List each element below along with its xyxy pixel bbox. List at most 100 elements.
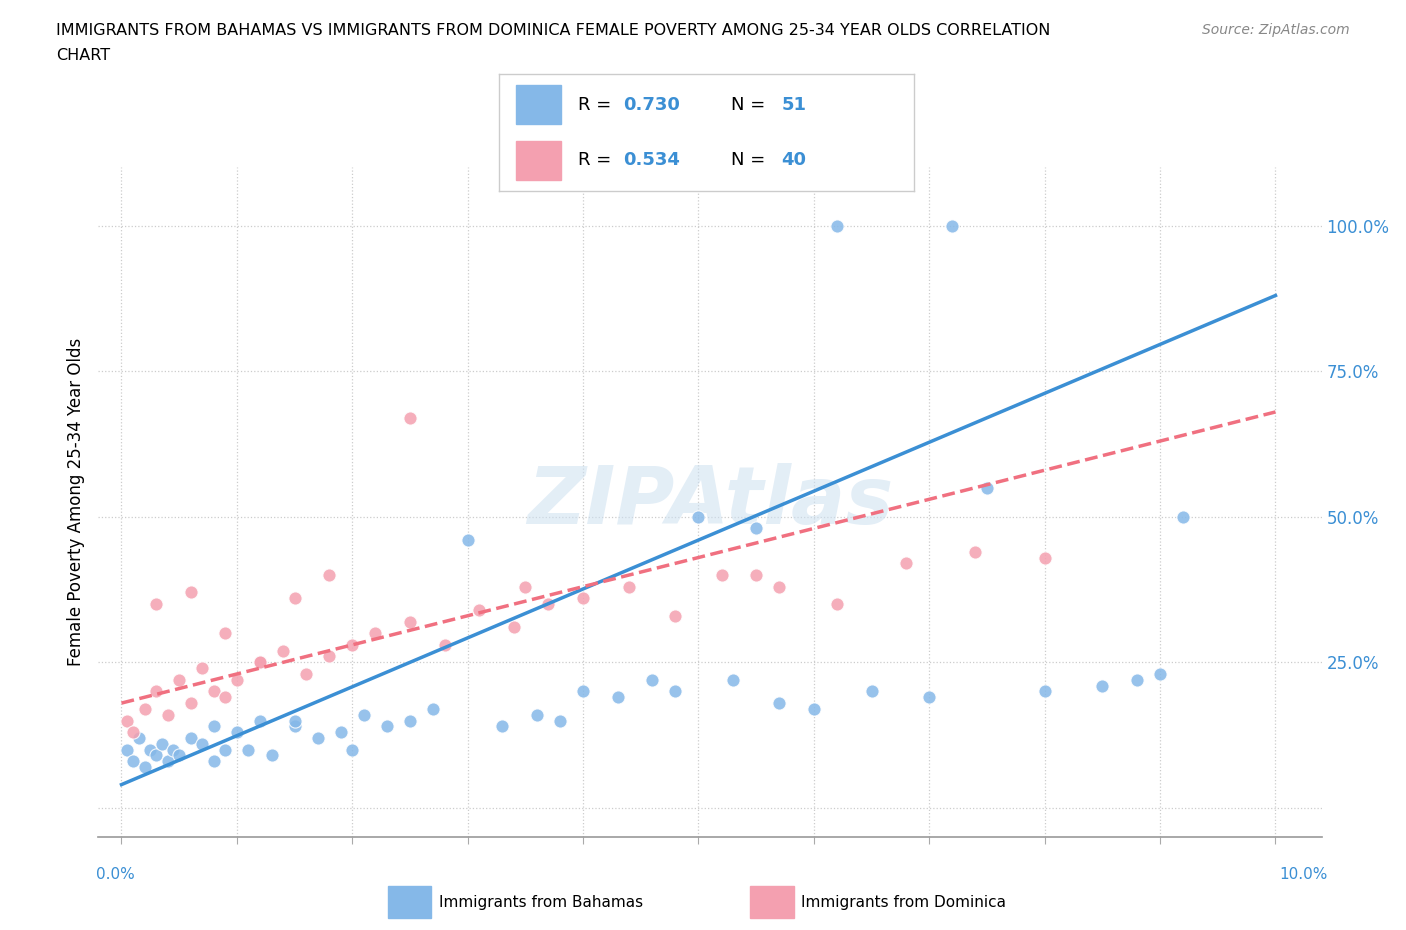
Point bbox=[238, 742, 260, 757]
Point bbox=[745, 567, 768, 582]
Point bbox=[1033, 684, 1056, 698]
Point bbox=[342, 637, 364, 652]
Point bbox=[134, 760, 156, 775]
Text: ZIPAtlas: ZIPAtlas bbox=[527, 463, 893, 541]
Point bbox=[825, 597, 848, 612]
Point bbox=[214, 626, 236, 641]
Point bbox=[399, 713, 422, 728]
Text: 0.534: 0.534 bbox=[623, 152, 681, 169]
Text: N =: N = bbox=[731, 152, 772, 169]
Point bbox=[526, 708, 548, 723]
Text: R =: R = bbox=[578, 96, 617, 113]
Point bbox=[295, 667, 318, 682]
Point bbox=[180, 696, 202, 711]
Point bbox=[225, 672, 247, 687]
Point bbox=[225, 724, 247, 739]
Point bbox=[375, 719, 398, 734]
Point bbox=[860, 684, 883, 698]
Point bbox=[688, 510, 710, 525]
Point bbox=[721, 672, 744, 687]
Text: Source: ZipAtlas.com: Source: ZipAtlas.com bbox=[1202, 23, 1350, 37]
Point bbox=[548, 713, 571, 728]
Point bbox=[491, 719, 513, 734]
Point bbox=[191, 660, 214, 675]
Point bbox=[353, 708, 375, 723]
Point bbox=[249, 713, 271, 728]
Point bbox=[745, 521, 768, 536]
Point bbox=[318, 567, 340, 582]
Point bbox=[941, 219, 963, 233]
Point bbox=[128, 731, 150, 746]
Text: Immigrants from Bahamas: Immigrants from Bahamas bbox=[439, 895, 644, 910]
Point bbox=[825, 219, 848, 233]
Point bbox=[976, 480, 998, 495]
Point bbox=[180, 731, 202, 746]
Point bbox=[271, 644, 294, 658]
Point bbox=[167, 672, 190, 687]
Point bbox=[167, 748, 190, 763]
Point bbox=[572, 591, 595, 605]
Point bbox=[468, 603, 491, 618]
Point bbox=[202, 719, 225, 734]
Bar bbox=[516, 140, 561, 180]
Point bbox=[1091, 678, 1114, 693]
Point bbox=[606, 690, 628, 705]
Point bbox=[664, 684, 686, 698]
Point bbox=[180, 585, 202, 600]
Point bbox=[1126, 672, 1149, 687]
Point bbox=[537, 597, 560, 612]
Point bbox=[342, 742, 364, 757]
Text: N =: N = bbox=[731, 96, 772, 113]
Point bbox=[122, 754, 145, 769]
Point bbox=[202, 754, 225, 769]
Point bbox=[156, 754, 179, 769]
Point bbox=[502, 620, 524, 635]
Point bbox=[214, 690, 236, 705]
Point bbox=[117, 713, 139, 728]
Point bbox=[710, 567, 733, 582]
Point bbox=[1033, 550, 1056, 565]
Point bbox=[768, 579, 790, 594]
Text: 0.730: 0.730 bbox=[623, 96, 681, 113]
Point bbox=[284, 591, 307, 605]
Point bbox=[918, 690, 941, 705]
Point bbox=[307, 731, 329, 746]
Point bbox=[1149, 667, 1171, 682]
Point bbox=[433, 637, 456, 652]
Point bbox=[249, 655, 271, 670]
Point bbox=[139, 742, 162, 757]
Text: 10.0%: 10.0% bbox=[1279, 867, 1327, 882]
Point bbox=[145, 597, 167, 612]
Point bbox=[162, 742, 184, 757]
Text: 40: 40 bbox=[782, 152, 806, 169]
Point bbox=[156, 708, 179, 723]
Bar bbox=[751, 885, 793, 919]
Point bbox=[329, 724, 352, 739]
Point bbox=[803, 701, 825, 716]
Text: CHART: CHART bbox=[56, 48, 110, 63]
Point bbox=[965, 544, 987, 559]
Text: Immigrants from Dominica: Immigrants from Dominica bbox=[801, 895, 1007, 910]
Point bbox=[145, 684, 167, 698]
Point bbox=[1173, 510, 1195, 525]
Text: 51: 51 bbox=[782, 96, 806, 113]
Point bbox=[249, 655, 271, 670]
Text: IMMIGRANTS FROM BAHAMAS VS IMMIGRANTS FROM DOMINICA FEMALE POVERTY AMONG 25-34 Y: IMMIGRANTS FROM BAHAMAS VS IMMIGRANTS FR… bbox=[56, 23, 1050, 38]
Point bbox=[457, 533, 479, 548]
Point bbox=[896, 556, 918, 571]
Point bbox=[422, 701, 444, 716]
Point bbox=[202, 684, 225, 698]
Point bbox=[284, 713, 307, 728]
Point bbox=[572, 684, 595, 698]
Point bbox=[399, 614, 422, 629]
Point bbox=[364, 626, 387, 641]
Point bbox=[214, 742, 236, 757]
Point bbox=[117, 742, 139, 757]
Point bbox=[619, 579, 641, 594]
Point bbox=[150, 737, 173, 751]
Point bbox=[260, 748, 283, 763]
Point bbox=[145, 748, 167, 763]
Point bbox=[191, 737, 214, 751]
Point bbox=[664, 608, 686, 623]
Bar bbox=[516, 85, 561, 125]
